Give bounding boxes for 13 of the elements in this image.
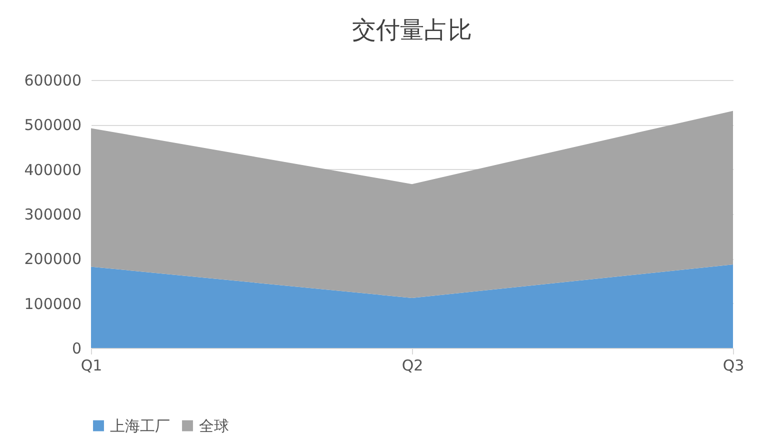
y-tick-label: 400000 [24, 160, 82, 179]
y-tick-label: 600000 [24, 72, 82, 90]
y-tick-label: 0 [72, 340, 82, 358]
legend-label: 上海工厂 [110, 416, 170, 435]
chart-title: 交付量占比 [352, 16, 472, 44]
y-tick-label: 200000 [24, 250, 82, 268]
y-tick-label: 300000 [24, 206, 82, 224]
x-tick-label: Q2 [402, 356, 424, 374]
x-tick-label: Q1 [80, 356, 102, 374]
y-tick-label: 100000 [24, 294, 82, 313]
x-tick-label: Q3 [722, 356, 744, 374]
y-tick-label: 500000 [24, 116, 82, 134]
legend-label: 全球 [199, 416, 229, 435]
